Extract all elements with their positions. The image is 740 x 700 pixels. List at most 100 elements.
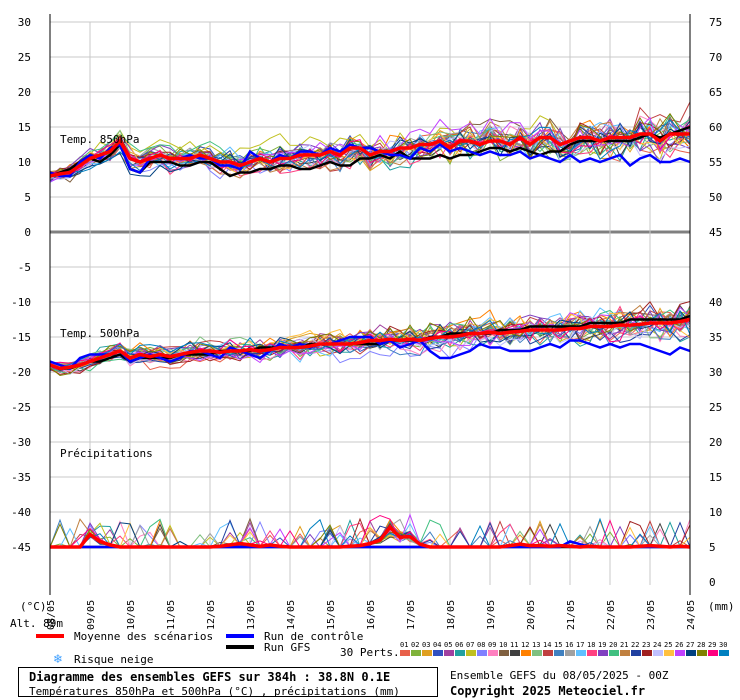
member-t500-line	[49, 311, 691, 373]
member-legend-label: 13	[532, 641, 540, 649]
member-legend-swatch	[664, 650, 674, 656]
panel-label-t500: Temp. 500hPa	[60, 327, 139, 340]
member-legend-label: 07	[466, 641, 474, 649]
member-legend-swatch	[466, 650, 476, 656]
member-legend-label: 10	[499, 641, 507, 649]
member-t850-line	[49, 124, 691, 176]
y-tick-label-right-lower: 0	[709, 576, 716, 589]
y-tick-label-right-upper: 70	[709, 51, 722, 64]
member-legend-label: 23	[642, 641, 650, 649]
x-tick-label: 10/05	[126, 600, 137, 630]
member-legend-swatch	[609, 650, 619, 656]
member-legend-swatch	[719, 650, 729, 656]
member-legend-label: 06	[455, 641, 463, 649]
y-tick-label-right-upper: 60	[709, 121, 722, 134]
y-tick-label-right-lower: 25	[709, 401, 722, 414]
y-tick-label-left: -5	[18, 261, 31, 274]
member-legend-label: 11	[510, 641, 518, 649]
member-legend-swatch	[543, 650, 553, 656]
y-tick-label-left: -45	[11, 541, 31, 554]
x-tick-label: 11/05	[166, 600, 177, 630]
member-legend-swatch	[477, 650, 487, 656]
x-tick-label: 13/05	[246, 600, 257, 630]
ensemble-run-info: Ensemble GEFS du 08/05/2025 - 00Z	[450, 669, 669, 682]
member-legend-label: 01	[400, 641, 408, 649]
y-tick-label-left: 30	[18, 16, 31, 29]
member-legend-swatch	[653, 650, 663, 656]
member-legend-label: 29	[708, 641, 716, 649]
x-tick-label: 08/05	[46, 600, 57, 630]
member-legend-swatch	[532, 650, 542, 656]
x-tick-label: 15/05	[326, 600, 337, 630]
y-tick-label-left: -20	[11, 366, 31, 379]
x-tick-label: 20/05	[526, 600, 537, 630]
member-legend-swatch	[620, 650, 630, 656]
member-legend-swatch	[642, 650, 652, 656]
member-legend-swatch	[565, 650, 575, 656]
y-tick-label-left: 25	[18, 51, 31, 64]
member-legend-swatch	[554, 650, 564, 656]
member-legend-label: 28	[697, 641, 705, 649]
x-tick-label: 17/05	[406, 600, 417, 630]
series-t850-line	[49, 125, 691, 178]
member-legend-label: 22	[631, 641, 639, 649]
member-legend-label: 14	[543, 641, 551, 649]
member-legend-label: 19	[598, 641, 606, 649]
series-t850-line	[49, 132, 690, 178]
x-tick-label: 12/05	[206, 600, 217, 630]
snowflake-icon: ❄	[53, 652, 63, 666]
legend-snow-label: Risque neige	[74, 653, 153, 666]
chart-grid	[49, 21, 691, 585]
member-legend-label: 08	[477, 641, 485, 649]
member-legend-swatch	[499, 650, 509, 656]
x-tick-label: 16/05	[366, 600, 377, 630]
y-tick-label-right-lower: 10	[709, 506, 722, 519]
members-count-label: 30 Perts.	[340, 646, 400, 659]
member-legend-swatch	[587, 650, 597, 656]
member-legend-swatch	[521, 650, 531, 656]
y-tick-label-right-lower: 35	[709, 331, 722, 344]
footer-title: Diagramme des ensembles GEFS sur 384h : …	[29, 670, 391, 684]
x-tick-label: 24/05	[686, 600, 697, 630]
member-legend-swatch	[510, 650, 520, 656]
y-tick-label-right-lower: 5	[709, 541, 716, 554]
member-legend-label: 15	[554, 641, 562, 649]
member-legend-label: 24	[653, 641, 661, 649]
member-t500-line	[49, 311, 691, 377]
member-legend-swatch	[422, 650, 432, 656]
member-legend-swatch	[411, 650, 421, 656]
member-legend-swatch	[708, 650, 718, 656]
member-legend-swatch	[444, 650, 454, 656]
y-tick-label-left: 20	[18, 86, 31, 99]
member-legend-label: 04	[433, 641, 441, 649]
x-tick-label: 19/05	[486, 600, 497, 630]
member-legend-label: 05	[444, 641, 452, 649]
member-legend-label: 16	[565, 641, 573, 649]
member-legend-label: 26	[675, 641, 683, 649]
y-tick-label-right-lower: 15	[709, 471, 722, 484]
member-legend-label: 21	[620, 641, 628, 649]
member-legend-label: 25	[664, 641, 672, 649]
member-legend-label: 03	[422, 641, 430, 649]
x-tick-label: 21/05	[566, 600, 577, 630]
footer-title-box: Diagramme des ensembles GEFS sur 384h : …	[18, 667, 438, 698]
member-legend-label: 27	[686, 641, 694, 649]
legend-mean-label: Moyenne des scénarios	[74, 630, 213, 643]
y-tick-label-left: -35	[11, 471, 31, 484]
y-tick-label-right-lower: 40	[709, 296, 722, 309]
member-legend-swatch	[697, 650, 707, 656]
y-tick-label-left: -30	[11, 436, 31, 449]
y-tick-label-left: 15	[18, 121, 31, 134]
member-legend-label: 18	[587, 641, 595, 649]
member-legend-label: 30	[719, 641, 727, 649]
y-tick-label-right-upper: 65	[709, 86, 722, 99]
member-legend: 01 02 03 04 05 06 07 08 09 10 11 12 13 14 15 16 17 18 19 20…	[400, 641, 729, 656]
y-tick-label-right-upper: 55	[709, 156, 722, 169]
member-legend-swatch	[675, 650, 685, 656]
member-legend-swatch	[455, 650, 465, 656]
member-legend-swatch	[488, 650, 498, 656]
x-tick-label: 23/05	[646, 600, 657, 630]
member-t500-line	[49, 315, 691, 369]
main-series	[49, 125, 691, 549]
